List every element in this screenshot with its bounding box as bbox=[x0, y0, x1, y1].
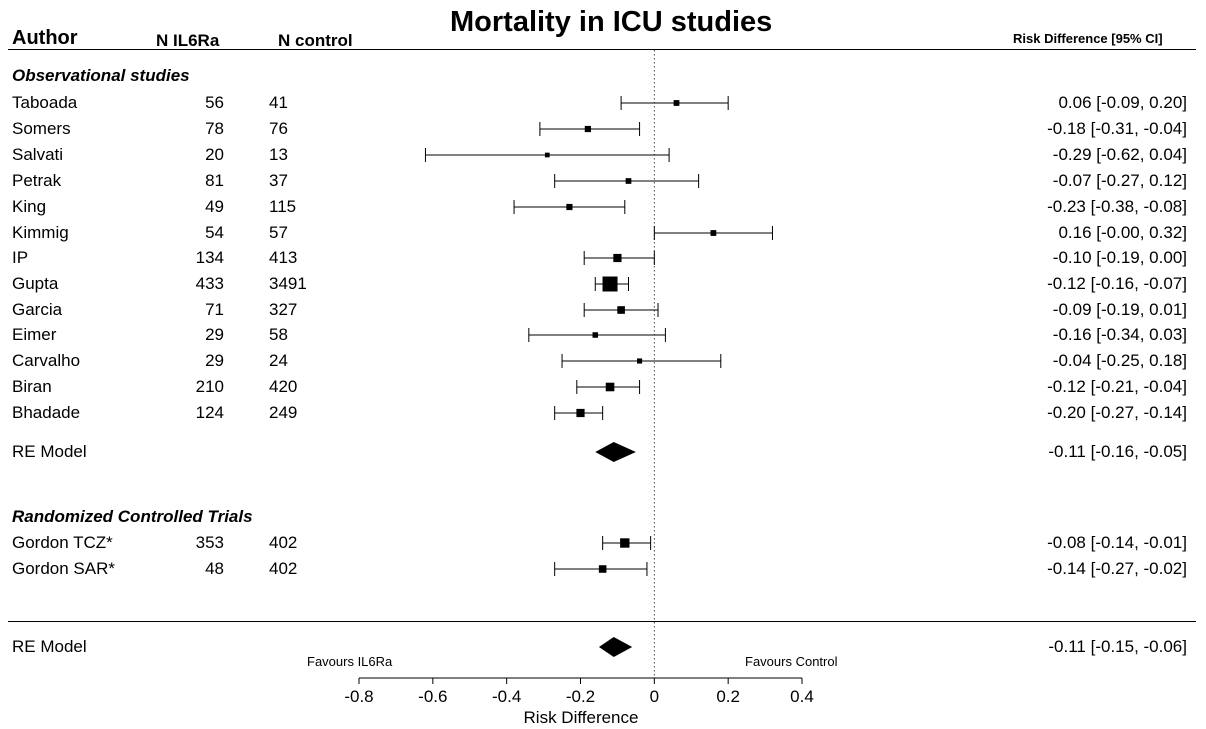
study-author: Taboada bbox=[12, 93, 78, 112]
pooled-model-label: RE Model bbox=[12, 442, 87, 461]
study-risk-difference: -0.07 [-0.27, 0.12] bbox=[1052, 171, 1187, 190]
point-estimate bbox=[605, 382, 615, 392]
study-risk-difference: -0.12 [-0.16, -0.07] bbox=[1047, 274, 1187, 293]
study-author: Petrak bbox=[12, 171, 62, 190]
study-author: Somers bbox=[12, 119, 71, 138]
x-tick-label: -0.4 bbox=[492, 687, 521, 706]
chart-title: Mortality in ICU studies bbox=[450, 6, 773, 38]
study-n-il6ra: 353 bbox=[195, 533, 224, 552]
study-author: Gordon TCZ* bbox=[12, 533, 113, 552]
study-n-il6ra: 29 bbox=[205, 325, 224, 344]
study-risk-difference: -0.18 [-0.31, -0.04] bbox=[1047, 119, 1187, 138]
favours-control-label: Favours Control bbox=[745, 654, 838, 669]
study-author: Salvati bbox=[12, 145, 64, 164]
study-n-control: 3491 bbox=[269, 274, 307, 293]
study-n-control: 37 bbox=[269, 171, 288, 190]
study-n-control: 402 bbox=[269, 533, 298, 552]
study-n-control: 76 bbox=[269, 119, 288, 138]
study-n-il6ra: 210 bbox=[195, 377, 224, 396]
point-estimate bbox=[598, 565, 607, 573]
header-author: Author bbox=[12, 27, 78, 49]
study-n-control: 402 bbox=[269, 559, 298, 578]
point-estimate bbox=[566, 203, 573, 211]
study-n-il6ra: 56 bbox=[205, 93, 224, 112]
study-author: Gordon SAR* bbox=[12, 559, 115, 578]
point-estimate bbox=[613, 253, 622, 263]
study-n-il6ra: 78 bbox=[205, 119, 224, 138]
study-risk-difference: -0.04 [-0.25, 0.18] bbox=[1052, 351, 1187, 370]
study-n-il6ra: 124 bbox=[195, 403, 224, 422]
study-n-il6ra: 433 bbox=[195, 274, 224, 293]
study-author: King bbox=[12, 197, 47, 216]
x-axis-label: Risk Difference bbox=[524, 708, 639, 727]
study-author: Bhadade bbox=[12, 403, 81, 422]
study-n-control: 13 bbox=[269, 145, 288, 164]
study-n-il6ra: 54 bbox=[205, 223, 224, 242]
x-tick-label: 0 bbox=[650, 687, 659, 706]
point-estimate bbox=[592, 332, 599, 338]
study-risk-difference: 0.16 [-0.00, 0.32] bbox=[1058, 223, 1187, 242]
study-n-il6ra: 81 bbox=[205, 171, 224, 190]
study-n-control: 249 bbox=[269, 403, 298, 422]
point-estimate bbox=[584, 125, 591, 133]
header-n-il6ra: N IL6Ra bbox=[156, 31, 220, 50]
study-n-il6ra: 134 bbox=[195, 248, 224, 267]
point-estimate bbox=[602, 276, 618, 292]
point-estimate bbox=[625, 178, 632, 184]
point-estimate bbox=[637, 358, 643, 364]
x-tick-label: -0.2 bbox=[566, 687, 595, 706]
study-n-il6ra: 48 bbox=[205, 559, 224, 578]
section-rct: Randomized Controlled Trials bbox=[12, 507, 253, 526]
point-estimate bbox=[544, 152, 550, 158]
study-n-il6ra: 71 bbox=[205, 300, 224, 319]
header-risk-difference: Risk Difference [95% CI] bbox=[1013, 31, 1163, 46]
x-tick-label: 0.4 bbox=[790, 687, 814, 706]
study-n-control: 413 bbox=[269, 248, 298, 267]
point-estimate bbox=[673, 100, 680, 106]
study-n-il6ra: 29 bbox=[205, 351, 224, 370]
pooled-risk-difference: -0.11 [-0.16, -0.05] bbox=[1048, 442, 1187, 461]
study-n-control: 420 bbox=[269, 377, 298, 396]
pooled-diamond bbox=[595, 442, 636, 462]
study-n-control: 41 bbox=[269, 93, 288, 112]
study-author: Gupta bbox=[12, 274, 59, 293]
study-author: Eimer bbox=[12, 325, 57, 344]
study-author: Kimmig bbox=[12, 223, 69, 242]
study-risk-difference: -0.29 [-0.62, 0.04] bbox=[1052, 145, 1187, 164]
study-risk-difference: -0.10 [-0.19, 0.00] bbox=[1052, 248, 1187, 267]
study-risk-difference: -0.14 [-0.27, -0.02] bbox=[1047, 559, 1187, 578]
study-n-il6ra: 20 bbox=[205, 145, 224, 164]
point-estimate bbox=[617, 306, 625, 314]
study-risk-difference: -0.08 [-0.14, -0.01] bbox=[1047, 533, 1187, 552]
study-author: Carvalho bbox=[12, 351, 81, 370]
pooled-risk-difference: -0.11 [-0.15, -0.06] bbox=[1048, 637, 1187, 656]
pooled-model-label: RE Model bbox=[12, 637, 87, 656]
study-n-il6ra: 49 bbox=[205, 197, 224, 216]
x-tick-label: -0.6 bbox=[418, 687, 447, 706]
point-estimate bbox=[576, 408, 585, 418]
pooled-diamond bbox=[598, 637, 633, 657]
section-observational: Observational studies bbox=[12, 66, 190, 85]
study-risk-difference: 0.06 [-0.09, 0.20] bbox=[1058, 93, 1187, 112]
x-tick-label: -0.8 bbox=[344, 687, 373, 706]
study-n-control: 57 bbox=[269, 223, 288, 242]
point-estimate bbox=[620, 538, 630, 548]
study-risk-difference: -0.12 [-0.21, -0.04] bbox=[1047, 377, 1187, 396]
point-estimate bbox=[710, 230, 717, 236]
study-n-control: 24 bbox=[269, 351, 288, 370]
favours-il6ra-label: Favours IL6Ra bbox=[307, 654, 393, 669]
header-n-control: N control bbox=[278, 31, 353, 50]
study-n-control: 327 bbox=[269, 300, 298, 319]
study-risk-difference: -0.09 [-0.19, 0.01] bbox=[1052, 300, 1187, 319]
study-author: IP bbox=[12, 248, 29, 267]
study-risk-difference: -0.16 [-0.34, 0.03] bbox=[1052, 325, 1187, 344]
study-risk-difference: -0.20 [-0.27, -0.14] bbox=[1047, 403, 1187, 422]
x-tick-label: 0.2 bbox=[716, 687, 740, 706]
study-author: Biran bbox=[12, 377, 52, 396]
study-author: Garcia bbox=[12, 300, 63, 319]
study-n-control: 115 bbox=[269, 197, 297, 216]
study-n-control: 58 bbox=[269, 325, 288, 344]
study-risk-difference: -0.23 [-0.38, -0.08] bbox=[1047, 197, 1187, 216]
